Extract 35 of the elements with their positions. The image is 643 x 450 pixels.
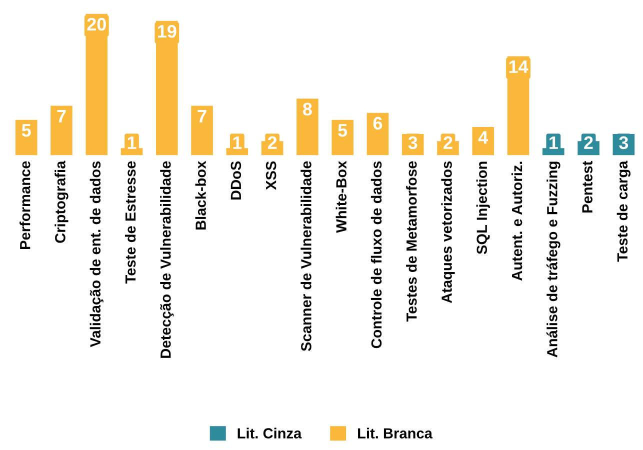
data-label: 1 [550,136,558,149]
data-label: 5 [22,124,31,137]
x-tick-label: DDoS [230,161,242,200]
data-label: 14 [509,60,528,73]
x-tick-label: Ataques vetorizados [441,161,455,304]
x-tick-label: Controle de fluxo de dados [370,161,382,348]
x-tick-label: SQL Injection [476,162,490,254]
x-tick-label: Detecção de Vulnerabilidade [160,161,174,358]
x-tick-label: Autent. e Autoriz. [511,162,522,281]
data-label: 6 [373,116,382,130]
data-label: 3 [408,136,418,150]
data-label: 7 [57,110,66,122]
x-tick-label: Validação de ent. de dados [90,161,104,348]
data-label: 4 [478,131,488,144]
x-tick-label: Testes de Metamorfose [406,161,417,322]
data-label: 1 [233,136,242,149]
x-tick-label: XSS [266,161,276,190]
legend-label: Lit. Branca [358,428,433,438]
x-tick-label: Pentest [582,160,592,213]
data-label: 3 [619,136,628,150]
x-tick-label: White-Box [336,160,346,233]
x-tick-label: Teste de Estresse [124,161,136,284]
x-tick-label: Performance [20,161,30,249]
data-label: 19 [158,24,176,38]
x-tick-label: Teste de carga [616,160,631,262]
data-label: 7 [198,110,206,122]
x-tick-label: Black-box [195,160,206,230]
legend-label: Lit. Cinza [238,428,302,438]
data-label: 8 [303,102,312,116]
x-tick-label: Scanner de Vulnerabilidade [300,161,312,352]
x-tick-label: Criptografia [54,160,68,243]
x-tick-label: Análise de tráfego e Fuzzing [546,162,560,358]
data-label: 5 [338,124,348,137]
data-label: 1 [128,136,136,149]
data-label: 20 [87,18,106,31]
